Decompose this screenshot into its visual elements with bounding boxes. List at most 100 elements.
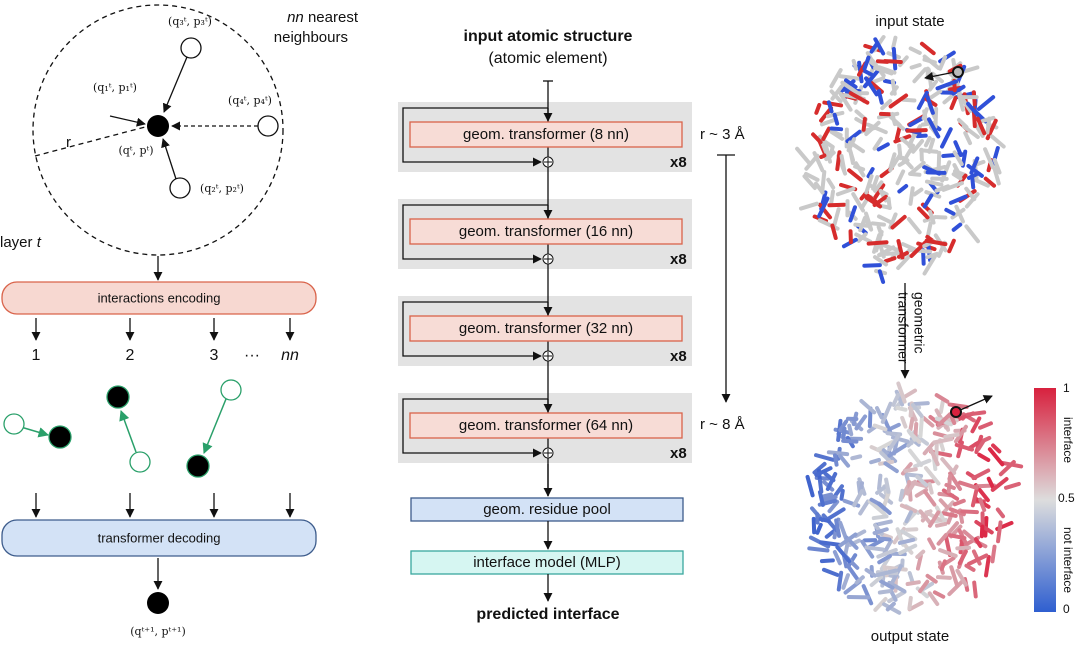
- stick: [957, 480, 979, 490]
- stick: [838, 419, 849, 433]
- stick: [941, 488, 960, 501]
- stick: [877, 501, 892, 515]
- stick: [814, 102, 822, 115]
- stick: [805, 474, 815, 498]
- stick: [858, 215, 867, 233]
- output-index: 3: [210, 347, 219, 364]
- stick: [949, 565, 960, 588]
- stick: [895, 405, 908, 412]
- stick: [876, 142, 890, 152]
- stick: [829, 126, 844, 132]
- input-subtitle: (atomic element): [488, 50, 607, 67]
- repeat-label: x8: [670, 251, 687, 268]
- stick: [897, 184, 909, 194]
- stick: [838, 453, 851, 468]
- stick: [814, 453, 836, 462]
- stick: [970, 416, 982, 434]
- stick: [884, 565, 908, 572]
- stick: [862, 263, 882, 268]
- range-start: r ~ 3 Å: [700, 126, 745, 143]
- stick: [841, 426, 847, 440]
- colorbar: [1034, 388, 1056, 612]
- stick: [887, 442, 909, 458]
- stick: [919, 41, 936, 56]
- stick: [935, 575, 952, 580]
- output-structure: [805, 381, 1024, 615]
- motion-arrow: [957, 395, 993, 412]
- colorbar-label: 0.5: [1058, 491, 1075, 505]
- motion-arrow: [924, 71, 956, 81]
- colorbar-caption: not interface: [1061, 527, 1075, 593]
- stick: [969, 156, 980, 175]
- stick: [899, 503, 918, 514]
- stick: [858, 499, 870, 516]
- stick: [869, 575, 884, 587]
- stick: [884, 251, 900, 256]
- stick: [925, 95, 935, 115]
- stick: [823, 142, 833, 164]
- stick: [817, 490, 825, 507]
- stick: [922, 441, 936, 456]
- stick: [833, 453, 839, 467]
- stick: [811, 132, 823, 145]
- stick: [927, 537, 936, 551]
- stick: [877, 554, 892, 565]
- stick: [827, 499, 840, 514]
- stick: [864, 218, 874, 232]
- stick: [987, 447, 1005, 467]
- decoding-box: [1, 519, 317, 557]
- stick: [826, 450, 850, 457]
- stick: [908, 248, 933, 254]
- stick: [964, 224, 980, 244]
- stick: [952, 498, 966, 507]
- output-index: nn: [281, 347, 299, 364]
- stick: [871, 175, 880, 191]
- stick: [871, 183, 886, 203]
- sum-sign: [544, 255, 552, 263]
- stick: [955, 568, 968, 587]
- stick: [839, 488, 845, 501]
- stick: [821, 494, 838, 502]
- stick: [936, 532, 949, 546]
- stick: [875, 568, 898, 577]
- stick: [932, 590, 946, 599]
- stick: [819, 558, 835, 564]
- stick: [817, 196, 830, 219]
- stick: [872, 423, 888, 432]
- stick: [867, 499, 887, 517]
- stick: [927, 482, 934, 495]
- stick: [923, 136, 932, 148]
- stick: [971, 549, 982, 566]
- colorbar-label: 0: [1063, 602, 1070, 616]
- stick: [872, 255, 889, 267]
- stick: [815, 522, 823, 535]
- transition-label: geometric: [911, 292, 927, 353]
- stick: [898, 543, 918, 556]
- stick: [970, 174, 976, 190]
- transformer-box: [409, 218, 683, 245]
- stick: [887, 589, 907, 604]
- stick: [845, 129, 862, 144]
- highlight-atom: [952, 66, 964, 78]
- stick: [905, 580, 921, 587]
- stick: [853, 164, 866, 172]
- stick: [901, 97, 917, 103]
- stick: [847, 168, 863, 182]
- stick: [869, 41, 880, 54]
- stick: [928, 79, 938, 92]
- stick: [873, 180, 884, 193]
- input-state-label: input state: [875, 13, 944, 30]
- stick: [832, 550, 842, 566]
- stick: [854, 575, 865, 585]
- stick: [925, 573, 938, 584]
- stick: [838, 74, 862, 81]
- stick: [840, 80, 860, 96]
- stick: [798, 201, 819, 211]
- stick: [928, 414, 940, 425]
- stick: [918, 579, 930, 594]
- encoding-label: interactions encoding: [98, 290, 221, 305]
- transformer-label: geom. transformer (64 nn): [459, 417, 633, 434]
- stick: [875, 406, 884, 420]
- stick: [825, 472, 838, 491]
- stick: [915, 549, 926, 559]
